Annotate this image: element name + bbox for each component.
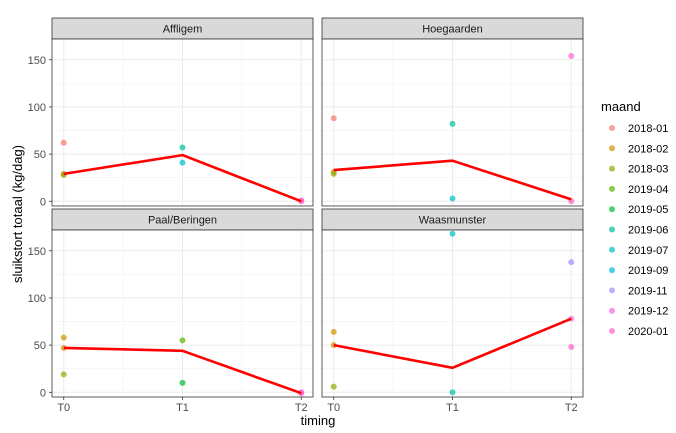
data-point-2018-02 [60, 334, 67, 341]
data-point-2018-01 [330, 115, 337, 122]
data-point-2019-04 [179, 337, 186, 344]
legend-item-2019-11: 2019-11 [609, 285, 668, 297]
y-tick-label: 0 [40, 196, 46, 208]
x-axis-title: timing [301, 413, 336, 428]
data-point-2019-12 [568, 52, 575, 59]
data-point-2019-05 [179, 379, 186, 386]
x-tick-label: T2 [295, 402, 308, 414]
trend-line [63, 346, 302, 395]
legend-label: 2019-05 [628, 204, 668, 216]
y-axis-title: sluikstort totaal (kg/dag) [10, 145, 25, 283]
legend-key [609, 287, 615, 294]
legend-label: 2019-09 [628, 265, 668, 277]
legend-label: 2018-01 [628, 123, 668, 135]
legend-key [609, 185, 615, 192]
legend-label: 2018-02 [628, 143, 668, 155]
x-tick-label: T1 [176, 402, 189, 414]
trend-line [333, 317, 572, 370]
legend-label: 2019-11 [628, 285, 668, 297]
legend-item-2019-06: 2019-06 [609, 225, 668, 237]
legend-key [609, 328, 615, 334]
panel-paal-beringen: Paal/Beringen 0 50 100 150 T0 T1 T2 [28, 208, 314, 414]
data-point-2019-06 [449, 389, 456, 396]
y-tick-label: 50 [34, 149, 46, 161]
data-point-2019-07 [179, 159, 186, 166]
y-tick-label: 150 [28, 55, 46, 67]
panel-border [321, 38, 584, 207]
legend-entries: 2018-01 2018-02 2018-03 2019-04 2019-05 2019-… [609, 123, 668, 338]
legend-item-2020-01: 2020-01 [609, 326, 668, 338]
x-tick-label: T1 [446, 402, 459, 414]
data-point-2018-02 [330, 328, 337, 335]
data-point-2020-01 [568, 343, 575, 350]
legend-label: 2019-12 [628, 306, 668, 318]
panel-waasmunster: Waasmunster T0 T1 T2 [321, 208, 584, 414]
legend-label: 2019-06 [628, 225, 668, 237]
facet-strip-label: Waasmunster [419, 215, 487, 227]
legend-item-2018-03: 2018-03 [609, 164, 668, 176]
legend-item-2018-01: 2018-01 [609, 123, 668, 135]
data-point-2019-07 [449, 195, 456, 202]
legend-label: 2019-07 [628, 245, 668, 257]
trend-line [333, 159, 572, 201]
x-tick-label: T0 [327, 402, 340, 414]
data-point-2019-07 [449, 230, 456, 237]
data-point-2018-03 [330, 170, 337, 177]
legend-key [609, 307, 615, 314]
legend-key [609, 125, 615, 131]
legend-key [609, 206, 615, 213]
data-point-2019-06 [449, 120, 456, 127]
legend-label: 2020-01 [628, 326, 668, 338]
data-point-2018-03 [60, 371, 67, 378]
legend-title: maand [601, 99, 641, 114]
data-point-2019-06 [179, 144, 186, 151]
legend-key [609, 246, 615, 253]
legend-item-2018-02: 2018-02 [609, 143, 668, 155]
x-tick-label: T0 [57, 402, 70, 414]
data-point-2018-01 [60, 139, 67, 146]
legend-key [609, 145, 615, 152]
y-tick-label: 100 [28, 102, 46, 114]
facet-strip-label: Hoegaarden [422, 24, 483, 36]
legend-item-2019-09: 2019-09 [609, 265, 668, 277]
panels-layer: Affligem 0 50 100 150 Hoegaarden Paal/Beringen… [28, 17, 584, 414]
panel-affligem: Affligem 0 50 100 150 [28, 17, 314, 208]
data-point-2018-03 [330, 383, 337, 390]
legend-key [609, 165, 615, 172]
y-tick-label: 100 [28, 293, 46, 305]
legend-item-2019-05: 2019-05 [609, 204, 668, 216]
y-tick-label: 50 [34, 340, 46, 352]
legend-label: 2019-04 [628, 184, 668, 196]
y-tick-label: 150 [28, 246, 46, 258]
x-tick-label: T2 [565, 402, 578, 414]
facet-strip-label: Affligem [163, 24, 203, 36]
facet-strip-label: Paal/Beringen [148, 215, 217, 227]
panel-hoegaarden: Hoegaarden [321, 17, 584, 207]
legend: maand 2018-01 2018-02 2018-03 2019-04 2019-0… [601, 99, 668, 338]
legend-item-2019-12: 2019-12 [609, 306, 668, 318]
legend-key [609, 226, 615, 233]
y-tick-label: 0 [40, 387, 46, 399]
data-point-2019-11 [568, 259, 575, 266]
legend-item-2019-07: 2019-07 [609, 245, 668, 257]
legend-label: 2018-03 [628, 164, 668, 176]
legend-item-2019-04: 2019-04 [609, 184, 668, 196]
panel-border [51, 38, 314, 207]
trend-line [63, 153, 302, 203]
legend-key [609, 267, 615, 274]
